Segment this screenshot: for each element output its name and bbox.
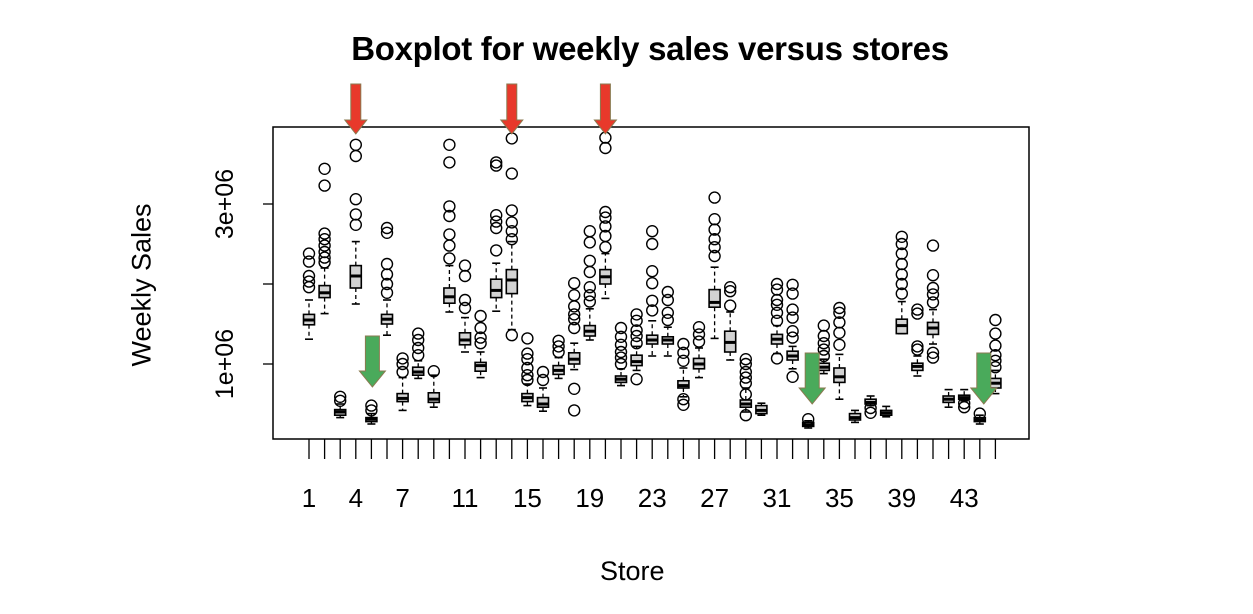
plot-frame bbox=[272, 126, 1030, 440]
x-tick-label: 1 bbox=[302, 483, 316, 513]
box-store-2 bbox=[318, 162, 331, 315]
box-store-10 bbox=[443, 138, 456, 313]
box-store-41 bbox=[926, 239, 940, 364]
x-tick-label: 31 bbox=[763, 483, 792, 513]
box-store-13 bbox=[489, 156, 503, 313]
box-store-14 bbox=[505, 132, 519, 342]
box-store-44 bbox=[973, 407, 987, 425]
x-tick-label: 15 bbox=[513, 483, 542, 513]
box-store-37 bbox=[864, 395, 877, 419]
box-store-42 bbox=[942, 388, 955, 409]
box-store-6 bbox=[380, 221, 394, 337]
x-tick-label: 19 bbox=[575, 483, 604, 513]
green-arrow-store-5 bbox=[358, 335, 387, 388]
y-tick-label: 1e+06 bbox=[211, 329, 239, 399]
box-store-1 bbox=[302, 247, 316, 341]
box-store-35 bbox=[833, 301, 846, 401]
box-store-27 bbox=[708, 191, 721, 340]
box-store-9 bbox=[427, 365, 441, 409]
x-axis-label: Store bbox=[600, 556, 665, 586]
box-store-24 bbox=[661, 285, 675, 357]
box-store-29 bbox=[739, 353, 753, 422]
box-store-22 bbox=[630, 308, 643, 386]
box-store-34 bbox=[817, 319, 831, 375]
box-store-21 bbox=[614, 321, 628, 387]
box-store-3 bbox=[333, 390, 347, 419]
x-tick-label: 7 bbox=[395, 483, 409, 513]
box-store-45 bbox=[989, 313, 1002, 395]
box-store-11 bbox=[458, 259, 472, 353]
box-store-8 bbox=[411, 327, 425, 380]
box-store-23 bbox=[645, 224, 659, 357]
box-store-17 bbox=[552, 334, 565, 380]
box-store-12 bbox=[474, 309, 487, 379]
box-store-39 bbox=[895, 230, 909, 335]
box-store-15 bbox=[521, 332, 534, 407]
chart-title: Boxplot for weekly sales versus stores bbox=[351, 30, 949, 67]
box-store-16 bbox=[536, 365, 550, 413]
box-store-36 bbox=[848, 409, 862, 424]
red-arrow-store-20 bbox=[593, 83, 618, 135]
box-store-31 bbox=[770, 277, 784, 365]
y-tick-label: 3e+06 bbox=[211, 169, 239, 239]
box-store-26 bbox=[692, 321, 706, 379]
box-store-30 bbox=[755, 402, 768, 417]
box-store-40 bbox=[911, 303, 924, 377]
box-store-5 bbox=[365, 399, 378, 425]
box-store-19 bbox=[583, 224, 597, 341]
green-arrow-store-44 bbox=[969, 352, 998, 405]
x-tick-label: 11 bbox=[452, 483, 479, 513]
red-arrow-store-4 bbox=[343, 83, 368, 135]
box-store-38 bbox=[879, 405, 893, 418]
box-store-43 bbox=[957, 388, 971, 414]
x-tick-label: 35 bbox=[825, 483, 854, 513]
x-tick-label: 39 bbox=[887, 483, 916, 513]
box-store-7 bbox=[396, 352, 409, 412]
box-store-28 bbox=[723, 281, 737, 361]
x-tick-label: 43 bbox=[950, 483, 979, 513]
box-store-18 bbox=[567, 277, 581, 417]
x-tick-label: 4 bbox=[349, 483, 363, 513]
box-store-33 bbox=[801, 413, 815, 429]
green-arrow-store-33 bbox=[798, 352, 827, 405]
box-store-4 bbox=[349, 138, 363, 305]
x-tick-label: 27 bbox=[700, 483, 729, 513]
box-store-25 bbox=[677, 337, 690, 411]
box-store-32 bbox=[786, 278, 799, 383]
box-store-20 bbox=[599, 131, 612, 300]
x-tick-label: 23 bbox=[638, 483, 667, 513]
red-arrow-store-14 bbox=[499, 83, 524, 135]
